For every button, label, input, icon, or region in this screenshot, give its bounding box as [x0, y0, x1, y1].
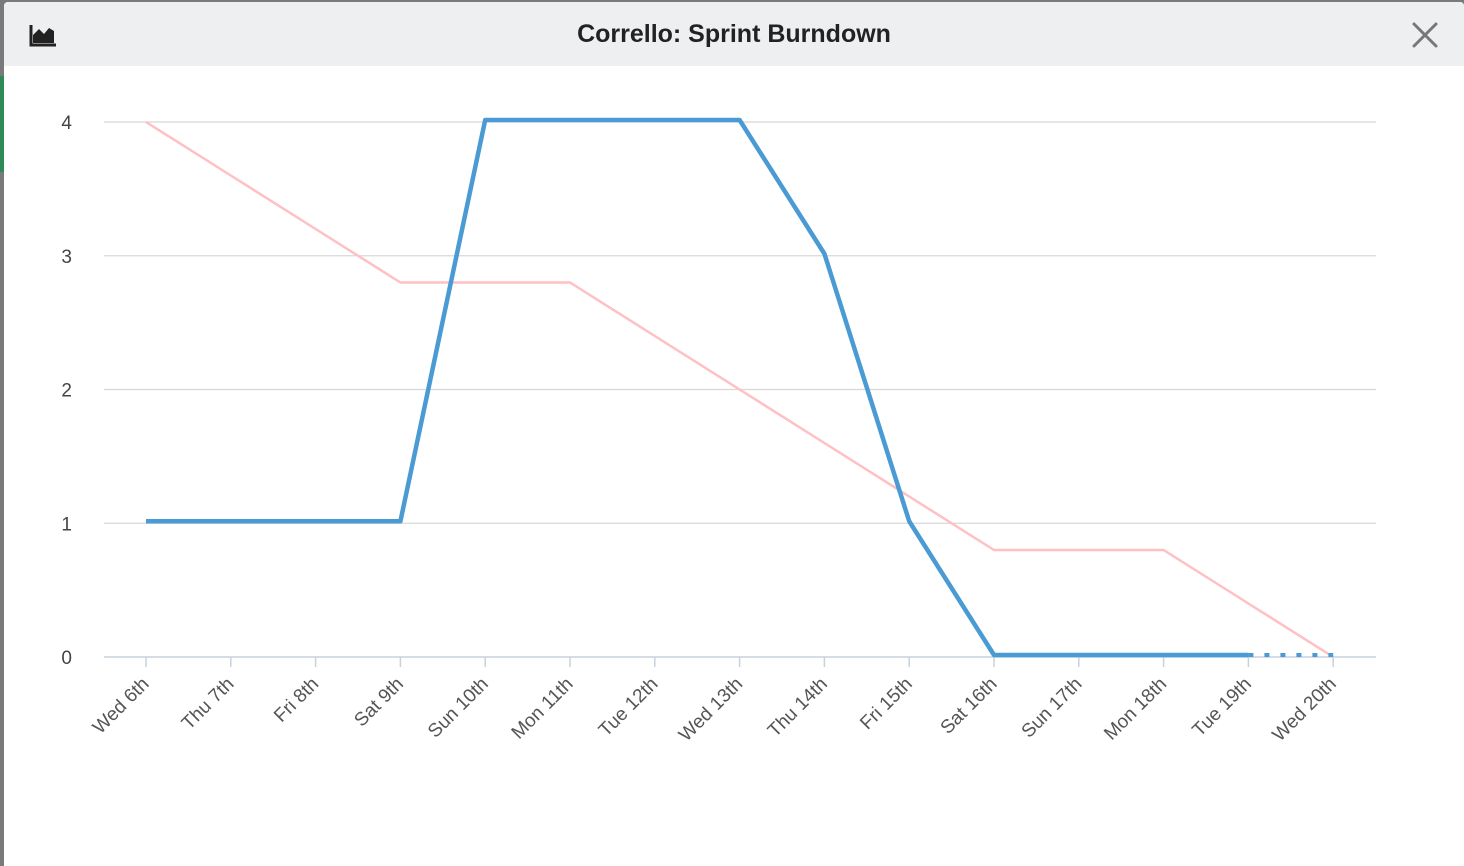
y-tick-label: 3: [61, 247, 72, 268]
x-tick-label: Sun 17th: [1018, 674, 1087, 743]
actual-line: [146, 117, 1249, 658]
y-tick-label: 2: [61, 381, 72, 402]
x-tick-label: Sat 16th: [937, 674, 1002, 739]
dialog-title: Corrello: Sprint Burndown: [577, 20, 891, 48]
burndown-chart: 0 1 2 3 4 Wed 6th Thu 7th Fri 8th Sat 9th Sun 10…: [61, 113, 1376, 746]
x-tick-label: Wed 6th: [89, 674, 154, 739]
x-tick-label: Sun 10th: [424, 674, 493, 743]
background-green-strip: [0, 76, 4, 172]
close-icon[interactable]: [1406, 16, 1444, 54]
chart-series: [145, 117, 1334, 659]
x-tick-label: Thu 14th: [764, 674, 832, 742]
ideal-line: [145, 120, 1334, 659]
burndown-dialog: Corrello: Sprint Burndown 0 1 2 3 4 Wed 6th T…: [4, 2, 1464, 866]
y-axis-ticks: 0 1 2 3 4: [61, 113, 72, 669]
x-tick-label: Fri 15th: [856, 674, 916, 734]
x-tick-label: Wed 13th: [675, 674, 747, 746]
x-tick-label: Mon 18th: [1100, 674, 1171, 745]
x-tick-label: Mon 11th: [508, 674, 578, 744]
y-tick-label: 4: [61, 113, 72, 134]
y-tick-label: 0: [61, 648, 72, 669]
x-tick-label: Sat 9th: [351, 674, 408, 731]
x-axis: Wed 6th Thu 7th Fri 8th Sat 9th Sun 10th Mon …: [89, 656, 1376, 746]
x-tick-label: Thu 7th: [178, 674, 238, 734]
x-tick-label: Tue 19th: [1189, 674, 1256, 741]
x-tick-label: Fri 8th: [270, 674, 323, 727]
gridlines: [104, 121, 1376, 524]
dialog-header: Corrello: Sprint Burndown: [4, 2, 1464, 66]
y-tick-label: 1: [61, 514, 72, 535]
x-tick-label: Wed 20th: [1269, 674, 1341, 746]
x-tick-label: Tue 12th: [595, 674, 662, 741]
area-chart-icon: [29, 25, 56, 47]
